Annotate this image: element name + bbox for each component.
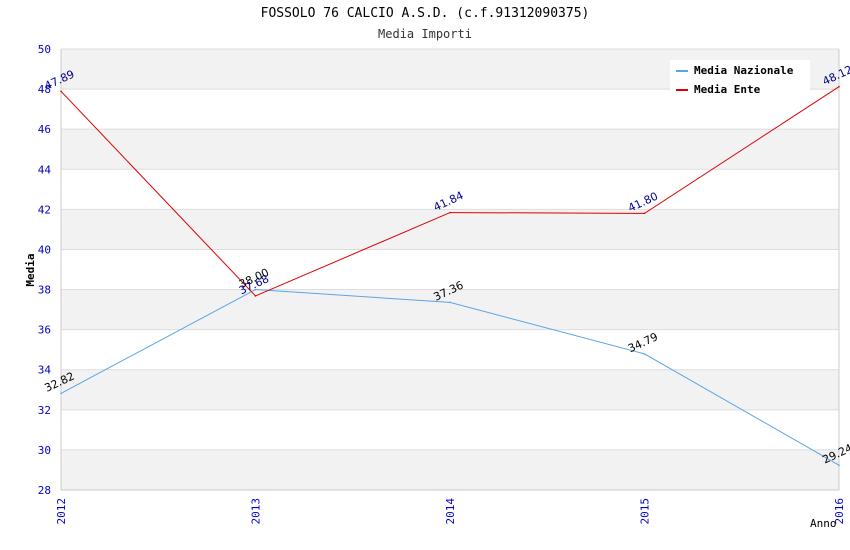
grid-band (61, 129, 839, 170)
legend-item-ente: Media Ente (676, 83, 760, 99)
y-tick-label: 28 (38, 484, 51, 497)
y-tick-label: 48 (38, 83, 51, 96)
y-tick-label: 40 (38, 243, 51, 256)
data-point (449, 301, 451, 304)
y-tick-label: 50 (38, 43, 51, 56)
x-tick-label: 2012 (55, 498, 68, 525)
y-tick-label: 46 (38, 123, 51, 136)
grid-band (61, 289, 839, 330)
data-point (60, 392, 62, 395)
legend-label-nazionale: Media Nazionale (694, 64, 794, 77)
data-point (838, 464, 840, 466)
data-point (60, 90, 62, 93)
y-tick-label: 42 (38, 203, 51, 216)
data-point (838, 85, 840, 88)
legend: Media Nazionale Media Ente (670, 60, 810, 100)
plot-area (61, 49, 839, 490)
axes (60, 49, 840, 491)
data-point (449, 211, 451, 214)
x-tick-label: 2015 (639, 498, 652, 525)
y-tick-label: 38 (38, 284, 51, 297)
grid-bands (61, 49, 839, 490)
x-tick-labels: 2012 2013 2014 2015 2016 (55, 498, 846, 525)
chart-subtitle: Media Importi (378, 27, 472, 41)
grid-band (61, 209, 839, 250)
y-tick-label: 36 (38, 324, 51, 337)
data-point (254, 288, 257, 291)
chart-title: FOSSOLO 76 CALCIO A.S.D. (c.f.9131209037… (260, 6, 590, 21)
grid-band (61, 369, 839, 410)
y-tick-label: 32 (38, 404, 51, 417)
x-tick-label: 2014 (444, 498, 457, 525)
legend-swatch-ente (676, 89, 688, 91)
legend-swatch-nazionale (676, 70, 688, 72)
y-tick-label: 34 (38, 364, 52, 377)
series-lines (60, 85, 840, 466)
y-tick-label: 44 (38, 163, 52, 176)
grid-band (61, 449, 839, 490)
x-axis-label: Anno (810, 517, 837, 530)
x-tick-label: 2013 (250, 498, 263, 525)
y-tick-label: 30 (38, 444, 51, 457)
x-tick-label: 2016 (833, 498, 846, 525)
data-point (643, 353, 646, 355)
legend-label-ente: Media Ente (694, 83, 761, 96)
legend-item-nazionale: Media Nazionale (676, 64, 793, 80)
y-tick-labels: 28 30 32 34 36 38 40 42 44 46 48 50 (38, 43, 52, 497)
y-axis-label: Media (24, 253, 37, 286)
data-point (643, 212, 646, 215)
data-point (254, 295, 257, 297)
